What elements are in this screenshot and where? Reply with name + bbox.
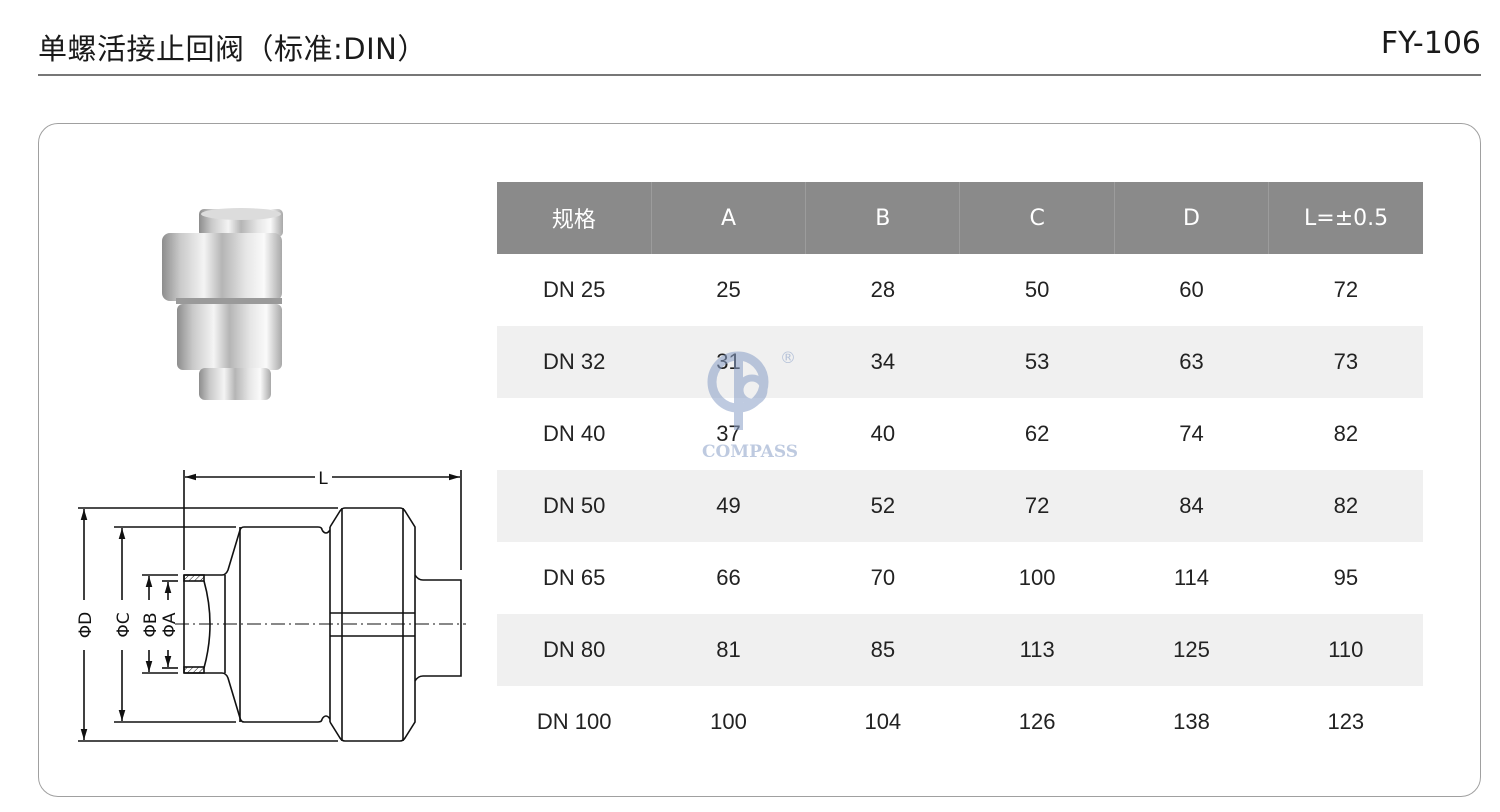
table-cell: 66 [716,565,741,590]
table-cell: 110 [1268,614,1423,686]
col-header: B [805,182,961,254]
table-cell: 138 [1173,709,1210,734]
registered-mark: ® [780,348,796,367]
table-cell: 104 [864,709,902,734]
table-cell: 74 [1179,421,1204,446]
table-cell: 63 [1114,326,1269,398]
table-cell: 52 [805,470,960,542]
table-cell: 100 [1018,565,1056,590]
table-header-row: 规格 A B C D L=±0.5 [497,182,1423,254]
table-cell: DN 40 [542,421,606,446]
table-cell: 53 [959,326,1115,398]
table-cell: 85 [805,614,960,686]
table-cell: DN 100 [536,709,612,734]
table-row: DN 100 100 104 126 138 123 [497,686,1423,758]
table-cell: 28 [870,277,896,302]
table-cell: 40 [870,421,896,446]
table-cell: 72 [1333,277,1359,302]
table-cell: 70 [870,565,896,590]
table-cell: 62 [1024,421,1050,446]
table-cell: 25 [716,277,741,302]
label-D: ΦD [76,612,96,638]
col-header: D [1114,182,1270,254]
table-cell: 123 [1327,709,1365,734]
table-cell: 50 [1024,277,1050,302]
product-card [38,123,1481,797]
col-header: 规格 [497,182,652,254]
table-cell: DN 32 [497,326,652,398]
table-cell: DN 25 [542,277,606,302]
table-cell: 126 [1018,709,1056,734]
table-cell: 82 [1333,421,1359,446]
table-cell: DN 80 [497,614,652,686]
table-cell: 100 [710,709,747,734]
table-cell: 49 [651,470,806,542]
table-cell: 72 [959,470,1115,542]
table-row: DN 80 81 85 113 125 110 [497,614,1423,686]
col-header: A [651,182,807,254]
label-L: L [318,469,328,489]
title-divider [38,74,1481,76]
table-cell: 82 [1268,470,1423,542]
table-row: DN 25 25 28 50 60 72 [497,254,1423,326]
table-row: DN 40 37 40 62 74 82 [497,398,1423,470]
table-cell: DN 65 [542,565,606,590]
table-cell: DN 50 [497,470,652,542]
table-cell: 84 [1114,470,1269,542]
compass-logo-icon [707,351,769,430]
model-code: FY-106 [1380,26,1481,61]
compass-watermark: ® COMPASS [690,330,810,470]
table-cell: 60 [1179,277,1204,302]
spec-table: 规格 A B C D L=±0.5 DN 25 25 28 50 60 72 DN 32 31… [497,182,1423,758]
label-B: ΦB [141,612,161,637]
label-C: ΦC [114,612,134,637]
table-cell: 95 [1333,565,1359,590]
table-cell: 73 [1268,326,1423,398]
table-cell: 113 [959,614,1115,686]
table-row: DN 65 66 70 100 114 95 [497,542,1423,614]
table-row: DN 32 31 34 53 63 73 [497,326,1423,398]
watermark-brand: COMPASS [701,442,799,462]
table-cell: 114 [1173,565,1210,590]
table-cell: 81 [651,614,806,686]
col-header: C [959,182,1115,254]
page-title: 单螺活接止回阀（标准:DIN） [38,32,427,66]
table-row: DN 50 49 52 72 84 82 [497,470,1423,542]
label-A: ΦA [160,612,180,637]
col-header: L=±0.5 [1268,182,1423,254]
table-cell: 34 [805,326,960,398]
table-cell: 125 [1114,614,1269,686]
